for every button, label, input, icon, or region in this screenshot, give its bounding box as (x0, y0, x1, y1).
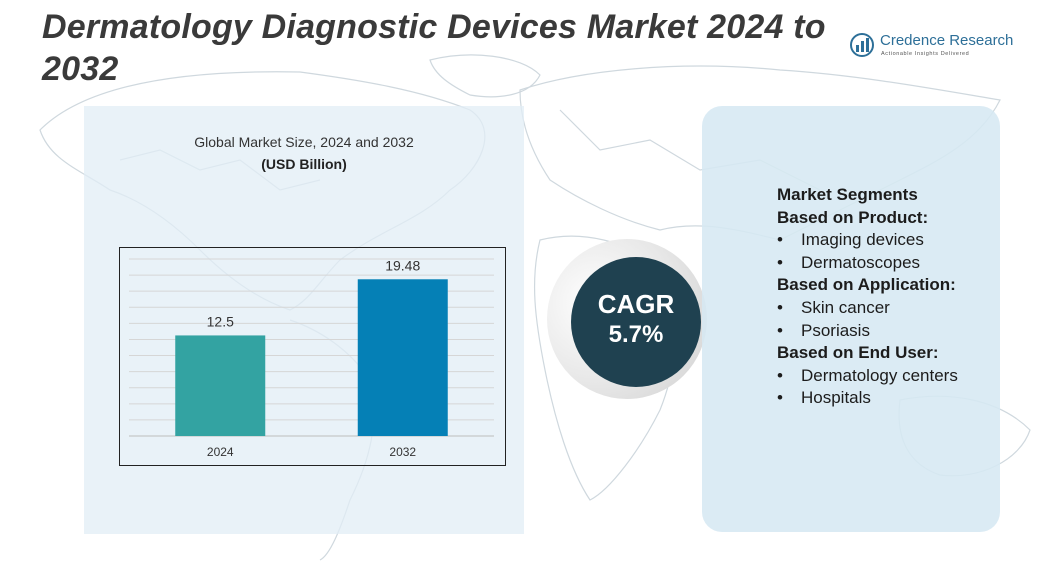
bar-chart-logo-icon (850, 33, 874, 57)
bullet-icon: • (777, 320, 783, 340)
bullet-icon: • (777, 230, 783, 250)
segment-heading-application: Based on Application: (777, 275, 956, 295)
segment-item-label: Imaging devices (801, 230, 924, 250)
page-title: Dermatology Diagnostic Devices Market 20… (42, 8, 826, 88)
chart-subtitle: (USD Billion) (261, 156, 347, 172)
segment-item-label: Psoriasis (801, 320, 870, 340)
chart-title: Global Market Size, 2024 and 2032 (194, 134, 414, 150)
segment-item: • Imaging devices (777, 229, 1007, 252)
chart-labels: 12.5 2024 19.48 2032 (207, 257, 421, 459)
chart-bars (175, 279, 448, 436)
bullet-icon: • (777, 252, 783, 272)
segment-heading-product: Based on Product: (777, 207, 929, 227)
logo-name: Credence Research (880, 32, 1014, 49)
bullet-icon: • (777, 365, 783, 385)
segments-heading: Market Segments (777, 185, 918, 204)
x-tick-label: 2024 (207, 445, 234, 459)
segment-heading-end-user: Based on End User: (777, 343, 939, 363)
segment-item: • Dermatoscopes (777, 252, 1007, 275)
x-tick-label: 2032 (389, 445, 416, 459)
bar-value-label: 12.5 (207, 313, 234, 329)
bullet-icon: • (777, 388, 783, 408)
cagr-badge: CAGR 5.7% (571, 257, 701, 387)
segment-item-label: Skin cancer (801, 297, 890, 317)
bar-chart: 12.5 2024 19.48 2032 (119, 247, 506, 466)
bar-2032 (357, 279, 448, 436)
chart-frame (119, 247, 506, 466)
cagr-label: CAGR (597, 289, 675, 319)
segment-item: • Psoriasis (777, 320, 1007, 343)
segment-item-label: Hospitals (801, 388, 871, 408)
segment-item: • Hospitals (777, 387, 1007, 410)
cagr-value: 5.7% (608, 321, 664, 348)
chart-panel (84, 106, 524, 534)
logo-tagline: Actionable Insights Delivered (881, 51, 970, 57)
segment-item: • Dermatology centers (777, 365, 1007, 388)
segment-item-label: Dermatology centers (801, 365, 958, 385)
brand-logo: Credence Research Actionable Insights De… (850, 30, 1030, 62)
bar-2024 (175, 335, 266, 436)
segments-panel (702, 106, 1000, 532)
bullet-icon: • (777, 297, 783, 317)
segments-list: Market Segments Based on Product: • Imagi… (777, 184, 1007, 410)
segment-item: • Skin cancer (777, 297, 1007, 320)
bar-value-label: 19.48 (385, 257, 420, 273)
segment-item-label: Dermatoscopes (801, 252, 921, 272)
